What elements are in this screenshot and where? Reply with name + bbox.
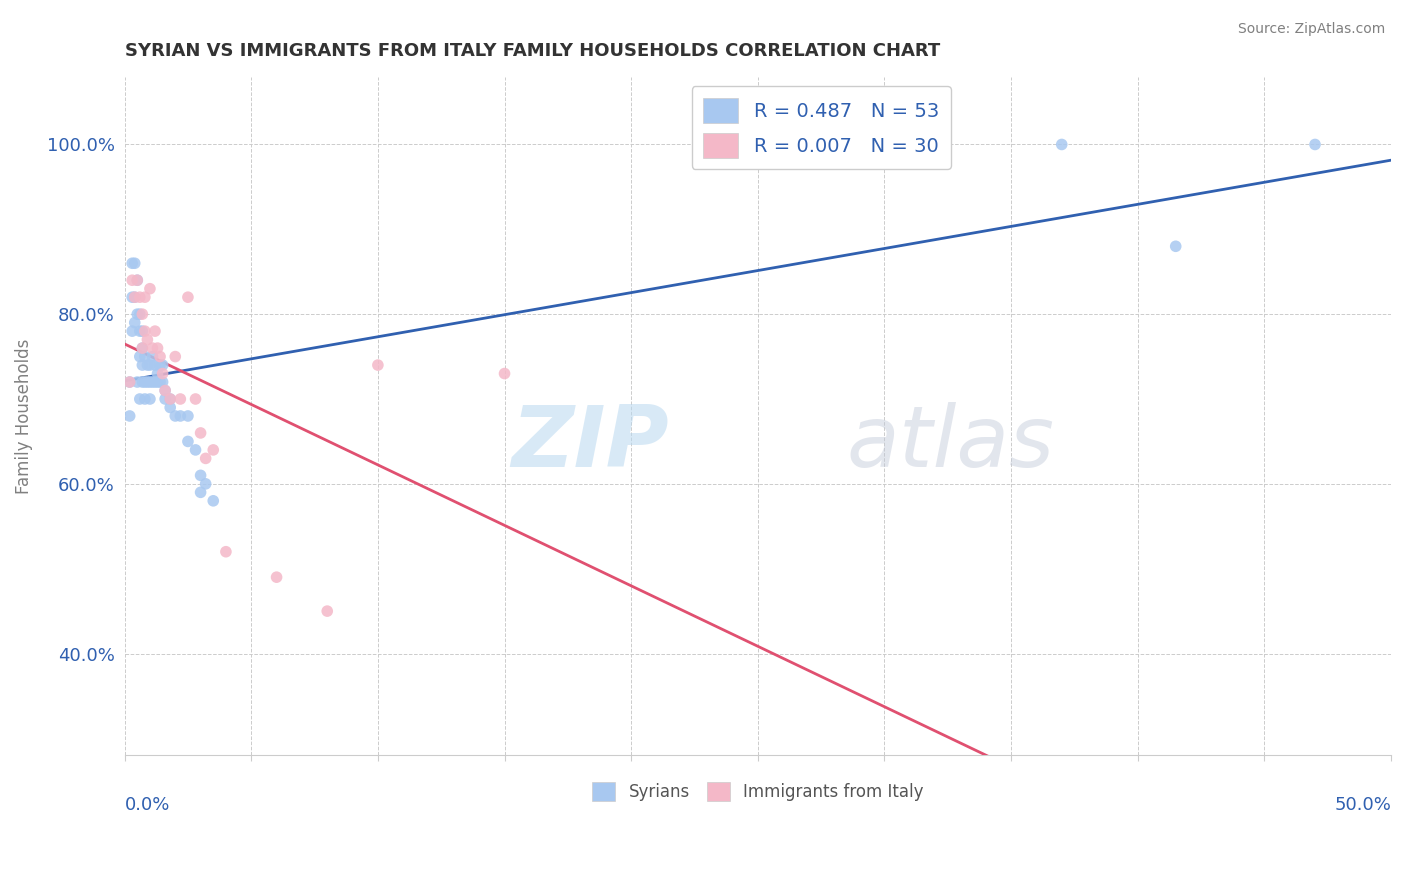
Point — [1050, 137, 1073, 152]
Point — [367, 358, 389, 372]
Point — [127, 273, 149, 287]
Point — [143, 358, 166, 372]
Text: 0.0%: 0.0% — [125, 796, 170, 814]
Point — [177, 409, 200, 423]
Point — [194, 451, 217, 466]
Point — [134, 290, 156, 304]
Text: SYRIAN VS IMMIGRANTS FROM ITALY FAMILY HOUSEHOLDS CORRELATION CHART: SYRIAN VS IMMIGRANTS FROM ITALY FAMILY H… — [125, 42, 939, 60]
Point — [494, 367, 516, 381]
Point — [124, 290, 146, 304]
Point — [136, 358, 159, 372]
Point — [134, 350, 156, 364]
Point — [316, 604, 339, 618]
Point — [131, 341, 153, 355]
Point — [1303, 137, 1326, 152]
Point — [124, 290, 146, 304]
Point — [128, 290, 150, 304]
Point — [184, 392, 207, 406]
Point — [131, 375, 153, 389]
Point — [131, 358, 153, 372]
Point — [215, 545, 238, 559]
Point — [153, 384, 176, 398]
Text: Source: ZipAtlas.com: Source: ZipAtlas.com — [1237, 22, 1385, 37]
Point — [118, 375, 141, 389]
Point — [202, 493, 225, 508]
Point — [139, 282, 162, 296]
Point — [153, 384, 176, 398]
Point — [128, 392, 150, 406]
Point — [184, 442, 207, 457]
Point — [149, 375, 172, 389]
Point — [165, 409, 187, 423]
Point — [190, 425, 212, 440]
Point — [169, 392, 191, 406]
Point — [143, 324, 166, 338]
Text: ZIP: ZIP — [512, 401, 669, 484]
Point — [127, 273, 149, 287]
Point — [141, 375, 163, 389]
Point — [139, 375, 162, 389]
Point — [139, 358, 162, 372]
Point — [169, 409, 191, 423]
Point — [134, 324, 156, 338]
Point — [131, 307, 153, 321]
Point — [139, 392, 162, 406]
Point — [121, 273, 143, 287]
Point — [146, 341, 169, 355]
Point — [131, 341, 153, 355]
Point — [190, 485, 212, 500]
Point — [190, 468, 212, 483]
Point — [128, 324, 150, 338]
Point — [153, 392, 176, 406]
Point — [202, 442, 225, 457]
Y-axis label: Family Households: Family Households — [15, 338, 32, 493]
Point — [1164, 239, 1187, 253]
Point — [146, 375, 169, 389]
Point — [149, 358, 172, 372]
Point — [127, 307, 149, 321]
Point — [128, 350, 150, 364]
Point — [121, 324, 143, 338]
Point — [141, 341, 163, 355]
Point — [141, 350, 163, 364]
Text: 50.0%: 50.0% — [1334, 796, 1391, 814]
Text: atlas: atlas — [846, 401, 1054, 484]
Point — [121, 256, 143, 270]
Point — [159, 392, 181, 406]
Point — [266, 570, 288, 584]
Point — [177, 290, 200, 304]
Point — [127, 375, 149, 389]
Point — [159, 392, 181, 406]
Point — [131, 324, 153, 338]
Point — [194, 476, 217, 491]
Point — [128, 307, 150, 321]
Point — [146, 367, 169, 381]
Point — [165, 350, 187, 364]
Point — [118, 409, 141, 423]
Point — [152, 358, 174, 372]
Point — [136, 333, 159, 347]
Point — [152, 375, 174, 389]
Point — [177, 434, 200, 449]
Point — [134, 375, 156, 389]
Point — [124, 316, 146, 330]
Point — [152, 367, 174, 381]
Point — [149, 350, 172, 364]
Point — [121, 290, 143, 304]
Point — [159, 401, 181, 415]
Point — [124, 256, 146, 270]
Point — [134, 392, 156, 406]
Point — [143, 375, 166, 389]
Legend: Syrians, Immigrants from Italy: Syrians, Immigrants from Italy — [585, 775, 931, 808]
Point — [136, 375, 159, 389]
Point — [118, 375, 141, 389]
